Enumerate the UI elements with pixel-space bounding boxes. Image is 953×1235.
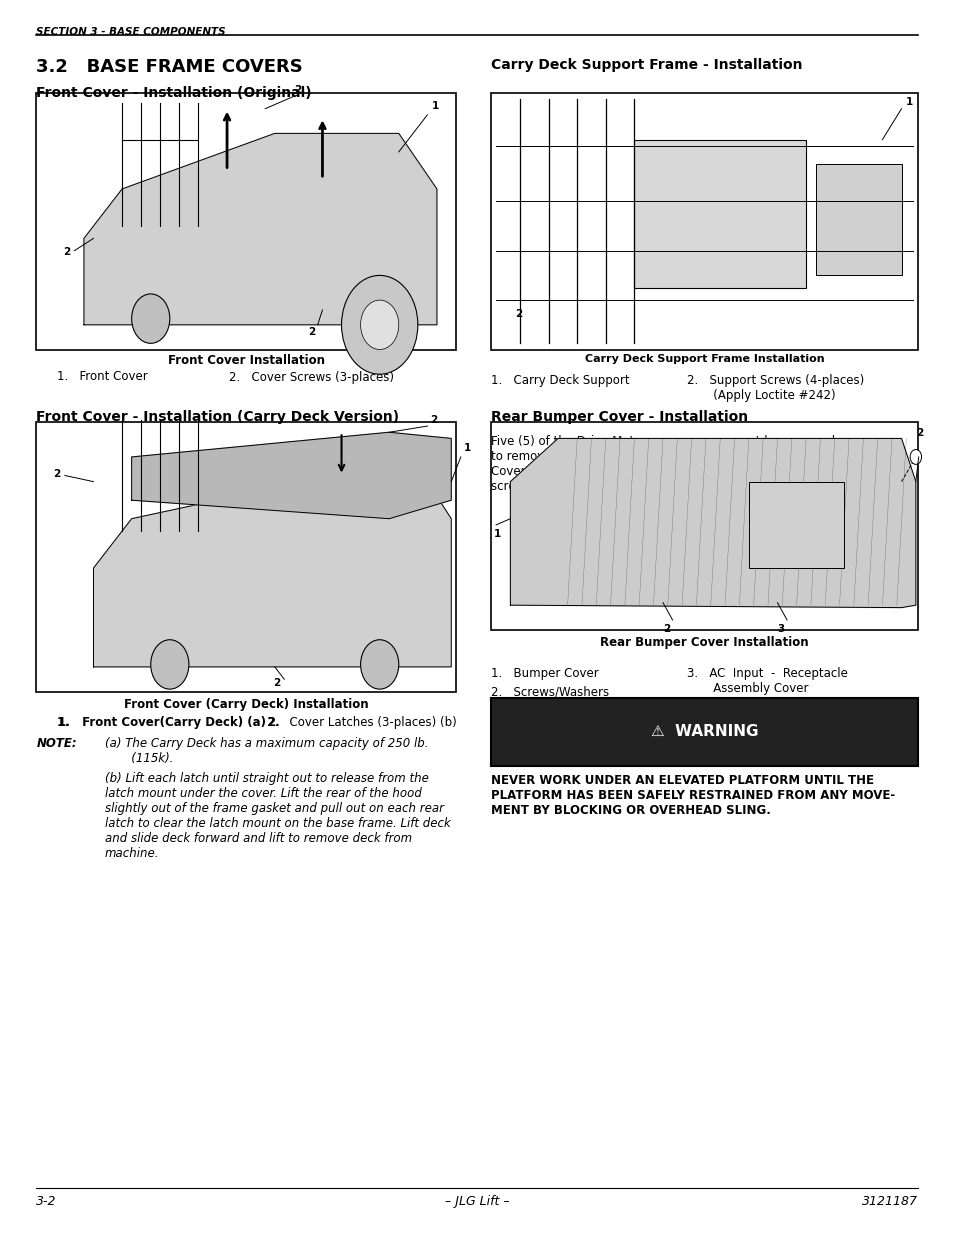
Text: 3.   AC  Input  -  Receptacle
       Assembly Cover: 3. AC Input - Receptacle Assembly Cover (686, 667, 847, 695)
Polygon shape (510, 438, 915, 608)
Circle shape (360, 300, 398, 350)
Text: 2: 2 (515, 309, 522, 319)
Text: 2: 2 (294, 85, 301, 95)
Circle shape (341, 275, 417, 374)
Text: 2: 2 (915, 429, 923, 438)
Text: 2.   Cover Screws (3-places): 2. Cover Screws (3-places) (229, 370, 394, 384)
Text: 2: 2 (273, 678, 280, 688)
Text: – JLG Lift –: – JLG Lift – (444, 1194, 509, 1208)
Text: 1: 1 (463, 443, 471, 453)
Text: 3: 3 (777, 624, 784, 634)
Text: Rear Bumper Cover Installation: Rear Bumper Cover Installation (599, 636, 808, 650)
Text: 1.: 1. (57, 716, 70, 730)
Text: (b) Lift each latch until straight out to release from the
latch mount under the: (b) Lift each latch until straight out t… (105, 772, 450, 860)
Text: NEVER WORK UNDER AN ELEVATED PLATFORM UNTIL THE
PLATFORM HAS BEEN SAFELY RESTRAI: NEVER WORK UNDER AN ELEVATED PLATFORM UN… (491, 774, 895, 818)
Text: 3-2: 3-2 (36, 1194, 56, 1208)
Text: 1.   Bumper Cover: 1. Bumper Cover (491, 667, 598, 680)
Bar (491, 422, 917, 630)
Bar (41, 99, 451, 343)
Text: (a) The Carry Deck has a maximum capacity of 250 lb.
       (115k).: (a) The Carry Deck has a maximum capacit… (105, 737, 428, 766)
Text: 2: 2 (308, 327, 315, 337)
Text: Front Cover Installation: Front Cover Installation (168, 354, 324, 368)
Circle shape (909, 450, 921, 464)
Bar (748, 482, 843, 568)
Text: Carry Deck Support Frame - Installation: Carry Deck Support Frame - Installation (491, 58, 802, 72)
Text: Front Cover - Installation (Original): Front Cover - Installation (Original) (36, 86, 312, 100)
Text: 1: 1 (432, 101, 439, 111)
Text: 1.   Carry Deck Support: 1. Carry Deck Support (491, 374, 629, 388)
Polygon shape (132, 432, 451, 519)
Bar (815, 164, 901, 275)
Bar (36, 93, 456, 350)
Text: 1: 1 (494, 529, 501, 538)
Text: 1.   Front Cover: 1. Front Cover (57, 370, 148, 384)
Text: 1.   Front Cover(Carry Deck) (a): 1. Front Cover(Carry Deck) (a) (57, 716, 266, 730)
Bar (496, 429, 912, 624)
Text: 3.2   BASE FRAME COVERS: 3.2 BASE FRAME COVERS (36, 58, 303, 77)
Text: SECTION 3 - BASE COMPONENTS: SECTION 3 - BASE COMPONENTS (36, 27, 226, 37)
Text: 2.   Cover Latches (3-places) (b): 2. Cover Latches (3-places) (b) (267, 716, 456, 730)
Text: ⚠  WARNING: ⚠ WARNING (650, 724, 758, 740)
Text: 1: 1 (905, 98, 913, 107)
Text: 2: 2 (430, 415, 437, 425)
Text: Rear Bumper Cover - Installation: Rear Bumper Cover - Installation (491, 410, 748, 424)
Text: 2.: 2. (267, 716, 279, 730)
Text: Front Cover (Carry Deck) Installation: Front Cover (Carry Deck) Installation (124, 698, 368, 711)
Bar (496, 99, 912, 343)
Text: Front Cover - Installation (Carry Deck Version): Front Cover - Installation (Carry Deck V… (36, 410, 399, 424)
Circle shape (151, 640, 189, 689)
Text: 2: 2 (53, 469, 61, 479)
Bar (36, 422, 456, 692)
Text: 3121187: 3121187 (861, 1194, 917, 1208)
Polygon shape (93, 482, 451, 667)
Text: Carry Deck Support Frame Installation: Carry Deck Support Frame Installation (584, 354, 823, 364)
Text: Five (5) of the Drive Motor cover screws must be removed
to remove the rear bump: Five (5) of the Drive Motor cover screws… (491, 435, 835, 493)
Bar (41, 429, 451, 685)
Polygon shape (84, 133, 436, 325)
Text: 2.   Screws/Washers: 2. Screws/Washers (491, 685, 609, 699)
Circle shape (132, 294, 170, 343)
Bar (491, 698, 917, 766)
Text: 2: 2 (63, 247, 71, 257)
Text: 2: 2 (662, 624, 670, 634)
Text: NOTE:: NOTE: (36, 737, 77, 751)
Bar (634, 140, 805, 288)
Circle shape (360, 640, 398, 689)
Bar (491, 93, 917, 350)
Text: 2.   Support Screws (4-places)
       (Apply Loctite #242): 2. Support Screws (4-places) (Apply Loct… (686, 374, 863, 403)
